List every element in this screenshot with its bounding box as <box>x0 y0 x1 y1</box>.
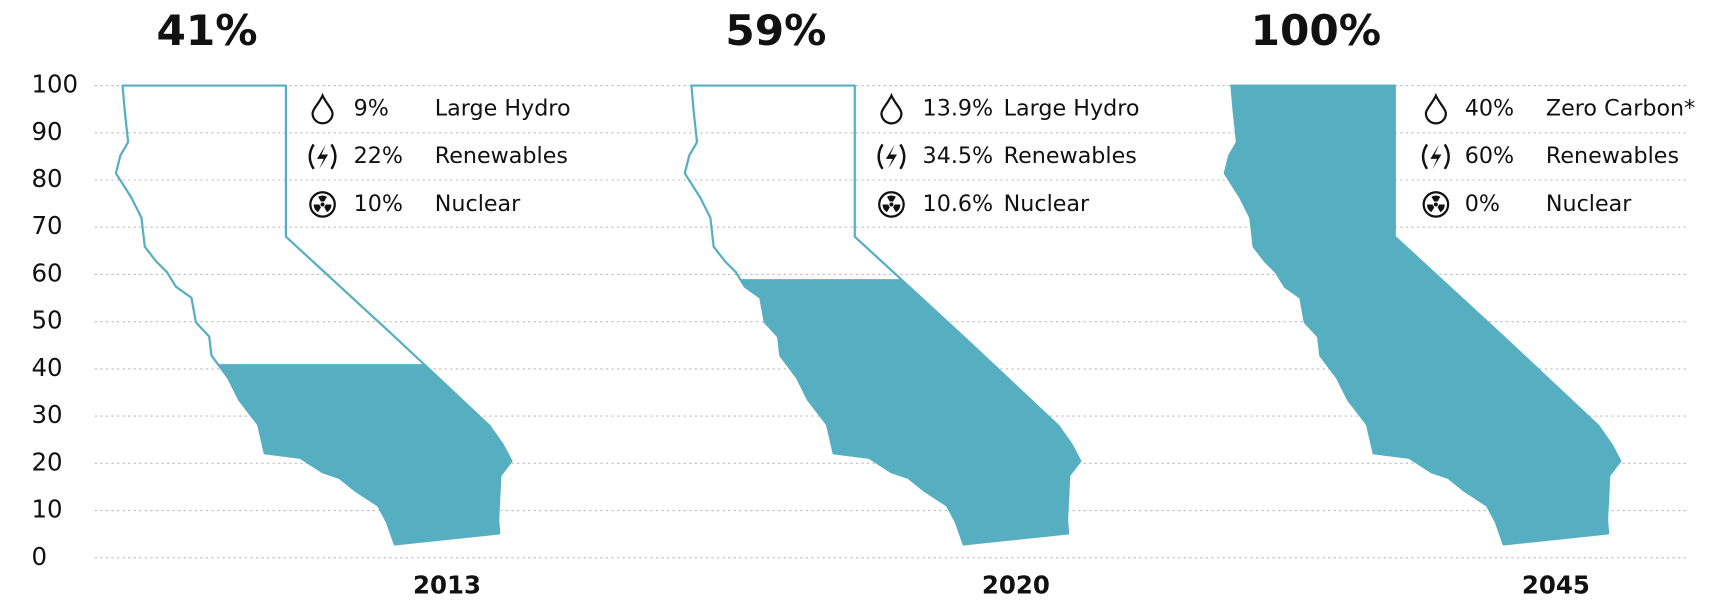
percent-label: 59% <box>725 6 826 55</box>
year-label: 2013 <box>413 571 481 600</box>
y-tick-label: 50 <box>31 306 62 335</box>
nuclear-blade <box>1431 195 1441 202</box>
nuclear-blade <box>313 204 321 213</box>
drop-icon <box>311 92 334 125</box>
nuclear-icon <box>309 191 336 218</box>
legend-name: Zero Carbon* <box>1546 95 1695 121</box>
legend-value: 34.5% <box>923 143 994 169</box>
legend-value: 0% <box>1465 191 1500 217</box>
nuclear-core <box>320 202 325 207</box>
nuclear-blade <box>1427 204 1435 213</box>
nuclear-icon <box>878 191 905 218</box>
drop-icon <box>1424 92 1448 125</box>
legend-value: 22% <box>354 143 403 169</box>
legend-row: 9% Large Hydro <box>311 92 571 125</box>
state-outline <box>683 84 1082 546</box>
y-tick-label: 40 <box>31 353 62 382</box>
nuclear-blade <box>887 195 896 202</box>
y-tick-label: 80 <box>31 164 62 193</box>
legend-row: 60% Renewables <box>1421 143 1679 170</box>
paren-icon <box>1421 143 1450 170</box>
legend-row: 40% Zero Carbon* <box>1424 92 1695 125</box>
bolt-icon <box>885 144 897 169</box>
paren-icon <box>877 143 906 170</box>
legend-name: Large Hydro <box>435 95 571 121</box>
y-tick-label: 90 <box>31 117 62 146</box>
y-tick-label: 70 <box>31 211 62 240</box>
nuclear-core <box>889 202 894 207</box>
y-tick-label: 0 <box>31 542 47 571</box>
legend-row: 10% Nuclear <box>309 191 521 218</box>
nuclear-blade <box>318 195 327 202</box>
legend-row: 13.9% Large Hydro <box>880 92 1140 125</box>
state-outline <box>1223 84 1622 546</box>
y-tick-label: 20 <box>31 447 62 476</box>
legend-row: 0% Nuclear <box>1422 191 1632 218</box>
nuclear-blade <box>324 204 332 213</box>
nuclear-blade <box>893 204 901 213</box>
y-tick-label: 60 <box>31 258 62 287</box>
legend-value: 13.9% <box>923 95 994 121</box>
percent-label: 100% <box>1251 6 1381 55</box>
legend-value: 40% <box>1465 95 1514 121</box>
year-label: 2020 <box>982 571 1050 600</box>
legend-value: 9% <box>354 95 389 121</box>
y-tick-label: 100 <box>31 70 78 99</box>
legend-value: 10% <box>354 191 403 217</box>
state-fill <box>740 279 1081 545</box>
nuclear-icon <box>1422 191 1450 218</box>
legend-name: Nuclear <box>1004 191 1090 217</box>
bolt-icon <box>1430 144 1442 169</box>
year-label: 2045 <box>1522 571 1590 600</box>
percent-label: 41% <box>156 6 257 55</box>
legend-name: Nuclear <box>435 191 521 217</box>
legend-name: Renewables <box>435 143 568 169</box>
state-outline <box>114 84 513 546</box>
state-fill <box>1224 85 1621 545</box>
nuclear-blade <box>1437 204 1445 213</box>
bolt-icon <box>317 144 329 169</box>
state-fill <box>217 364 512 545</box>
legend-row: 10.6% Nuclear <box>878 191 1090 218</box>
nuclear-core <box>1433 202 1438 207</box>
legend-row: 22% Renewables <box>308 143 568 170</box>
paren-icon <box>308 143 337 170</box>
legend-name: Renewables <box>1546 143 1679 169</box>
legend-row: 34.5% Renewables <box>877 143 1137 170</box>
y-tick-label: 30 <box>31 400 62 429</box>
legend-value: 60% <box>1465 143 1514 169</box>
y-tick-label: 10 <box>31 495 62 524</box>
legend-name: Renewables <box>1004 143 1137 169</box>
legend-value: 10.6% <box>923 191 994 217</box>
drop-icon <box>880 92 903 125</box>
legend-name: Nuclear <box>1546 191 1632 217</box>
nuclear-blade <box>882 204 890 213</box>
legend-name: Large Hydro <box>1004 95 1140 121</box>
